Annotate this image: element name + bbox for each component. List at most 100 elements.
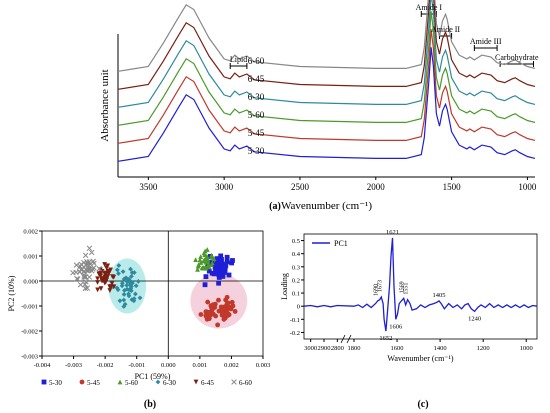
scatter-point bbox=[201, 265, 207, 270]
scatter-point bbox=[119, 280, 125, 286]
scatter-point bbox=[198, 312, 204, 317]
panel-b-x-tick-label: 0.003 bbox=[256, 362, 271, 369]
panel-c-y-axis-title: Loading bbox=[280, 273, 289, 300]
scatter-point bbox=[103, 278, 109, 283]
panel-c-x-tick-label: 1000 bbox=[520, 345, 533, 352]
legend-label-5-30: 5-30 bbox=[49, 379, 62, 387]
legend-label-6-30: 6-30 bbox=[163, 379, 176, 387]
scatter-point bbox=[105, 274, 111, 279]
panel-c-y-tick-label: 0.4 bbox=[292, 251, 301, 258]
panel-a-label: (a) bbox=[269, 201, 281, 212]
panel-c-frame bbox=[303, 233, 538, 340]
scatter-point bbox=[211, 271, 217, 277]
scatter-point bbox=[221, 267, 226, 273]
scatter-point bbox=[81, 274, 88, 280]
scatter-point bbox=[128, 266, 133, 272]
scatter-point bbox=[219, 310, 225, 316]
scatter-point bbox=[213, 262, 219, 268]
scatter-point bbox=[90, 266, 96, 272]
scatter-point bbox=[206, 262, 212, 268]
legend-marker-6-30 bbox=[155, 379, 161, 385]
scatter-point bbox=[116, 263, 122, 268]
peak-label: 1405 bbox=[433, 292, 446, 299]
scatter-point bbox=[228, 306, 234, 312]
scatter-point bbox=[205, 299, 211, 305]
scatter-point bbox=[224, 259, 230, 265]
scatter-point bbox=[105, 268, 111, 274]
scatter-point bbox=[232, 308, 238, 314]
panel-b-label: (b) bbox=[144, 399, 156, 410]
scatter-point bbox=[121, 297, 127, 303]
scatter-point bbox=[223, 263, 229, 269]
scatter-point bbox=[83, 279, 89, 285]
scatter-point bbox=[202, 252, 208, 258]
spectrum-label-6-45: 6-45 bbox=[248, 74, 265, 84]
peak-label: 1673 bbox=[377, 280, 383, 292]
panel-c-x-tick-label: 2800 bbox=[331, 345, 344, 352]
scatter-series-5-30 bbox=[202, 253, 235, 288]
scatter-point bbox=[86, 274, 93, 280]
scatter-point bbox=[126, 287, 132, 293]
panel-b-y-tick-label: -0.001 bbox=[21, 304, 38, 311]
scatter-point bbox=[73, 262, 80, 268]
scatter-point bbox=[121, 292, 127, 297]
scatter-point bbox=[230, 258, 235, 263]
scatter-point bbox=[122, 288, 127, 293]
scatter-point bbox=[222, 315, 228, 321]
scatter-point bbox=[132, 291, 138, 297]
scatter-point bbox=[96, 271, 102, 277]
spectrum-line-5-30 bbox=[117, 47, 536, 162]
scatter-point bbox=[213, 264, 219, 270]
panel-b-x-tick-label: -0.002 bbox=[97, 362, 114, 369]
panel-c-x-tick-label: 2900 bbox=[318, 345, 331, 352]
scatter-point bbox=[96, 265, 103, 272]
scatter-point bbox=[102, 270, 108, 276]
scatter-point bbox=[204, 247, 210, 252]
peak-label: 1690 bbox=[374, 284, 380, 296]
scatter-point bbox=[85, 265, 92, 272]
panel-b-x-axis-title: PC1 (59%) bbox=[135, 372, 171, 381]
panel-b-x-tick-label: 0.001 bbox=[193, 362, 208, 369]
scatter-point bbox=[129, 273, 134, 279]
legend-marker-5-30 bbox=[41, 379, 47, 385]
scatter-point bbox=[203, 274, 209, 280]
panel-c-y-tick-label: 0.1 bbox=[292, 291, 300, 298]
scatter-point bbox=[214, 256, 220, 262]
panel-a-x-tick-label: 1500 bbox=[443, 182, 462, 192]
scatter-point bbox=[229, 299, 235, 305]
spectrum-label-5-45: 5-45 bbox=[248, 128, 265, 138]
scatter-point bbox=[217, 273, 223, 278]
legend-marker-6-45 bbox=[193, 379, 199, 385]
scatter-series-6-60 bbox=[70, 245, 103, 292]
scatter-point bbox=[216, 297, 221, 303]
scatter-point bbox=[88, 249, 95, 256]
panel-c-y-tick-label: 0 bbox=[297, 304, 300, 311]
scatter-point bbox=[123, 275, 129, 281]
scatter-point bbox=[127, 279, 133, 284]
scatter-point bbox=[84, 285, 91, 291]
scatter-point bbox=[111, 284, 117, 290]
scatter-point bbox=[124, 286, 130, 292]
scatter-point bbox=[195, 266, 200, 272]
panel-c-y-tick-label: 0.5 bbox=[292, 238, 300, 245]
scatter-point bbox=[198, 260, 204, 265]
scatter-point bbox=[128, 288, 134, 294]
scatter-point bbox=[218, 261, 224, 267]
scatter-point bbox=[117, 298, 123, 304]
scatter-point bbox=[77, 281, 84, 288]
scatter-point bbox=[203, 309, 209, 315]
panel-b-x-tick-label: 0.000 bbox=[161, 362, 176, 369]
scatter-point bbox=[124, 282, 130, 288]
peak-label: 1621 bbox=[386, 229, 399, 236]
scatter-point bbox=[128, 285, 134, 291]
panel-c-y-tick-label: -0.2 bbox=[290, 330, 300, 337]
spectrum-line-5-60 bbox=[117, 11, 536, 126]
loading-line-PC1 bbox=[303, 237, 538, 332]
spectrum-line-6-45 bbox=[117, 0, 536, 90]
scatter-point bbox=[216, 280, 222, 286]
panel-b-y-tick-label: 0.001 bbox=[23, 254, 38, 261]
scatter-point bbox=[109, 281, 115, 286]
scatter-point bbox=[114, 267, 120, 273]
scatter-point bbox=[98, 286, 104, 292]
annotation-label: Amide II bbox=[431, 25, 460, 34]
